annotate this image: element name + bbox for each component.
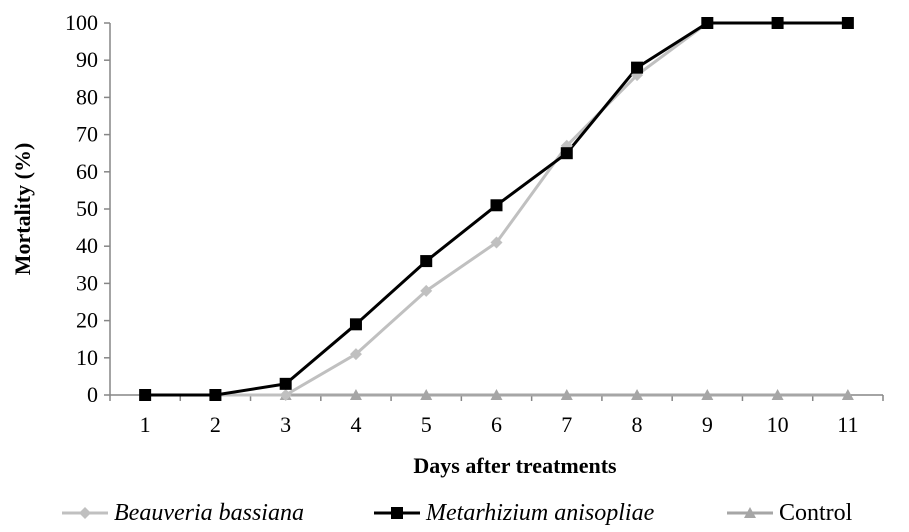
data-point-beauveria-bassiana bbox=[420, 284, 433, 297]
legend-entry-metarhizium-anisopliae: Metarhizium anisopliae bbox=[374, 500, 655, 526]
y-tick-label: 50 bbox=[76, 196, 98, 221]
x-tick-label: 1 bbox=[140, 412, 151, 437]
data-point-metarhizium-anisopliae bbox=[139, 389, 152, 401]
data-point-control bbox=[349, 389, 362, 400]
y-tick-label: 0 bbox=[87, 382, 98, 407]
y-axis-title: Mortality (%) bbox=[10, 143, 35, 276]
data-point-control bbox=[631, 389, 644, 400]
y-tick-label: 100 bbox=[65, 10, 98, 35]
data-point-control bbox=[560, 389, 573, 400]
legend-entry-beauveria-bassiana: Beauveria bassiana bbox=[62, 500, 304, 526]
x-axis-title: Days after treatments bbox=[413, 453, 617, 478]
legend-swatch-marker bbox=[79, 507, 91, 519]
y-tick-label: 40 bbox=[76, 233, 98, 258]
y-tick-label: 60 bbox=[76, 159, 98, 184]
x-tick-label: 8 bbox=[632, 412, 643, 437]
x-tick-label: 4 bbox=[350, 412, 361, 437]
series-markers bbox=[139, 17, 854, 401]
data-point-control bbox=[771, 389, 784, 400]
legend-swatch-marker bbox=[391, 507, 403, 519]
data-point-beauveria-bassiana bbox=[349, 348, 362, 361]
data-point-metarhizium-anisopliae bbox=[420, 255, 433, 268]
data-point-beauveria-bassiana bbox=[279, 389, 292, 401]
y-tick-label: 20 bbox=[76, 308, 98, 333]
x-tick-label: 6 bbox=[491, 412, 502, 437]
x-tick-label: 2 bbox=[210, 412, 221, 437]
data-point-metarhizium-anisopliae bbox=[631, 61, 644, 74]
legend-label: Control bbox=[779, 500, 853, 526]
y-tick-label: 80 bbox=[76, 84, 98, 109]
data-point-control bbox=[841, 389, 854, 400]
data-point-control bbox=[701, 389, 714, 400]
y-tick-label: 10 bbox=[76, 345, 98, 370]
legend-swatch-marker bbox=[744, 507, 756, 518]
data-point-metarhizium-anisopliae bbox=[771, 17, 784, 29]
data-point-metarhizium-anisopliae bbox=[490, 199, 503, 212]
legend-entry-control: Control bbox=[727, 500, 853, 526]
x-tick-label: 10 bbox=[767, 412, 789, 437]
data-point-beauveria-bassiana bbox=[490, 236, 503, 249]
legend-label: Beauveria bassiana bbox=[114, 500, 304, 526]
x-tick-label: 9 bbox=[702, 412, 713, 437]
legend: Beauveria bassiana Metarhizium anisopliae… bbox=[62, 500, 853, 526]
data-point-control bbox=[420, 389, 433, 400]
data-point-metarhizium-anisopliae bbox=[841, 17, 854, 29]
data-point-metarhizium-anisopliae bbox=[560, 147, 573, 160]
x-tick-label: 7 bbox=[561, 412, 572, 437]
y-tick-label: 70 bbox=[76, 122, 98, 147]
legend-label: Metarhizium anisopliae bbox=[425, 500, 655, 526]
x-tick-label: 5 bbox=[421, 412, 432, 437]
axes: 0 10 20 30 40 50 60 70 80 90 100 1 2 3 4 5 6 7 8 9 10 11 bbox=[65, 10, 884, 437]
data-point-metarhizium-anisopliae bbox=[209, 389, 222, 401]
y-tick-label: 90 bbox=[76, 47, 98, 72]
data-point-metarhizium-anisopliae bbox=[349, 318, 362, 331]
data-point-metarhizium-anisopliae bbox=[701, 17, 714, 29]
y-tick-label: 30 bbox=[76, 270, 98, 295]
x-tick-label: 3 bbox=[280, 412, 291, 437]
data-point-control bbox=[490, 389, 503, 400]
data-point-metarhizium-anisopliae bbox=[279, 377, 292, 390]
x-tick-label: 11 bbox=[837, 412, 858, 437]
